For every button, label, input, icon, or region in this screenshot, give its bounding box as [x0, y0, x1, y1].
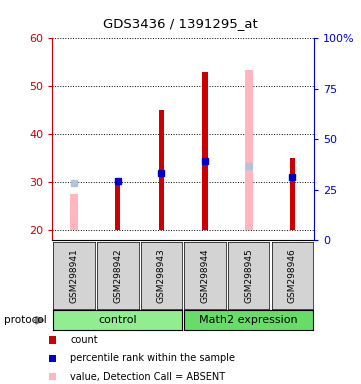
Text: GSM298941: GSM298941 [70, 248, 79, 303]
Bar [290, 158, 295, 230]
Bar [49, 336, 56, 344]
Text: GSM298942: GSM298942 [113, 248, 122, 303]
Bar [203, 72, 208, 230]
Text: percentile rank within the sample: percentile rank within the sample [70, 353, 235, 363]
Text: Math2 expression: Math2 expression [199, 315, 298, 325]
Text: control: control [99, 315, 137, 325]
Bar [159, 111, 164, 230]
Bar [115, 182, 121, 230]
Text: value, Detection Call = ABSENT: value, Detection Call = ABSENT [70, 372, 226, 382]
Text: protocol: protocol [4, 315, 46, 325]
Text: GSM298946: GSM298946 [288, 248, 297, 303]
Text: count: count [70, 335, 98, 345]
Bar [49, 373, 56, 381]
Text: GDS3436 / 1391295_at: GDS3436 / 1391295_at [103, 17, 258, 30]
Text: GSM298944: GSM298944 [200, 248, 209, 303]
Text: GSM298945: GSM298945 [244, 248, 253, 303]
Bar [245, 70, 253, 230]
Text: GSM298943: GSM298943 [157, 248, 166, 303]
Bar [49, 354, 56, 362]
Bar [70, 194, 78, 230]
